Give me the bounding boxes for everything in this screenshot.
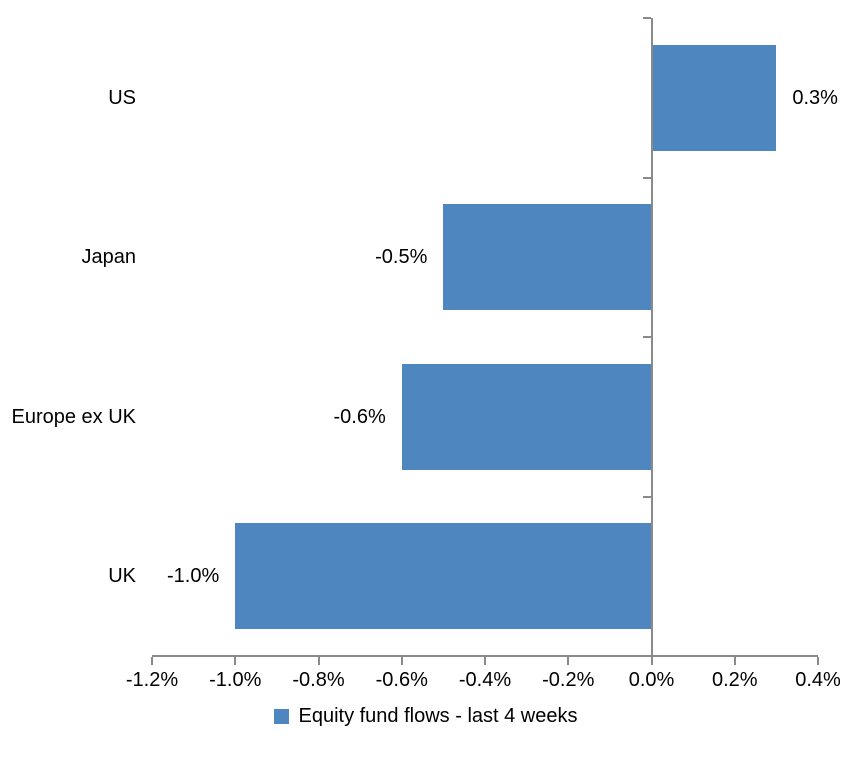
data-label: 0.3% — [792, 86, 838, 109]
bar-uk — [235, 523, 652, 630]
x-axis-tick-label: -0.2% — [542, 669, 595, 691]
x-axis-tick — [151, 657, 153, 665]
legend-swatch-icon — [274, 708, 290, 724]
bar-us — [651, 44, 777, 151]
x-axis-line — [152, 655, 818, 657]
x-axis-tick — [234, 657, 237, 665]
y-axis-tick — [642, 17, 651, 19]
x-axis-tick — [817, 657, 819, 665]
y-axis-line — [650, 18, 653, 656]
category-label: Japan — [81, 246, 137, 269]
x-axis-tick-label: -0.8% — [292, 669, 345, 691]
category-label: UK — [108, 565, 136, 588]
x-axis-tick — [400, 657, 403, 665]
bar-europe-ex-uk — [401, 363, 652, 470]
x-axis-tick — [733, 657, 736, 665]
x-axis-tick — [567, 657, 570, 665]
x-axis-tick-label: -0.4% — [458, 669, 512, 691]
x-axis-tick — [484, 657, 486, 665]
legend: Equity fund flows - last 4 weeks — [0, 706, 852, 726]
x-axis-tick-label: 0.4% — [795, 669, 841, 691]
x-axis-tick — [317, 657, 320, 665]
category-label: Europe ex UK — [11, 405, 136, 428]
y-axis-tick — [642, 336, 651, 338]
legend-label: Equity fund flows - last 4 weeks — [298, 705, 578, 727]
data-label: -0.6% — [333, 405, 386, 428]
data-label: -0.5% — [375, 246, 428, 269]
x-axis-tick-label: -1.0% — [209, 669, 262, 691]
x-axis-tick-label: 0.0% — [628, 669, 675, 691]
category-label: US — [108, 86, 136, 109]
x-axis-tick-label: -1.2% — [125, 669, 179, 691]
x-axis-tick-label: -0.6% — [375, 669, 428, 691]
x-axis-tick-label: 0.2% — [711, 669, 758, 691]
y-axis-tick — [642, 176, 651, 179]
bar-japan — [443, 204, 652, 311]
y-axis-tick — [642, 495, 651, 498]
data-label: -1.0% — [167, 565, 220, 588]
x-axis-tick — [650, 657, 653, 665]
